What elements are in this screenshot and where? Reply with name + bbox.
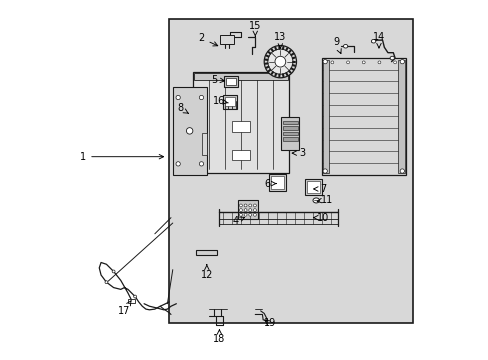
Ellipse shape [199,162,203,166]
Bar [321,58,405,175]
Bar [225,78,235,85]
Bar [283,126,297,130]
Ellipse shape [323,169,326,173]
Bar [283,137,297,140]
Bar [305,179,322,195]
Text: 10: 10 [313,213,329,222]
Text: 3: 3 [291,148,305,158]
Ellipse shape [253,204,256,207]
Ellipse shape [186,128,192,134]
Text: 17: 17 [118,301,131,316]
Bar [169,19,412,323]
Ellipse shape [248,213,251,216]
Ellipse shape [377,61,380,64]
Ellipse shape [330,61,333,64]
Text: 11: 11 [317,195,332,205]
Ellipse shape [239,209,242,212]
Ellipse shape [133,295,136,298]
Ellipse shape [244,213,246,216]
Bar [224,97,235,106]
Ellipse shape [343,44,347,48]
Text: 12: 12 [200,265,213,280]
Ellipse shape [239,213,242,216]
Bar [398,60,404,173]
Ellipse shape [105,281,108,284]
Ellipse shape [248,209,251,212]
Text: 6: 6 [264,179,276,189]
Bar [223,95,237,109]
Bar [220,35,234,44]
Bar [283,132,297,135]
Bar [196,250,217,255]
Bar [231,121,249,132]
Ellipse shape [264,45,296,78]
Ellipse shape [267,49,292,74]
Ellipse shape [323,59,326,64]
Bar [194,73,287,80]
Ellipse shape [199,95,203,100]
Ellipse shape [346,61,349,64]
Bar [270,176,284,189]
Ellipse shape [399,59,404,64]
Ellipse shape [244,204,246,207]
Text: 4: 4 [232,216,244,226]
Ellipse shape [274,56,285,67]
Bar [172,87,206,175]
Bar [201,134,206,155]
Bar [192,72,289,173]
Text: 14: 14 [372,32,385,48]
Text: 7: 7 [313,184,326,194]
Ellipse shape [248,204,251,207]
Text: 18: 18 [213,330,225,343]
Ellipse shape [239,204,242,207]
Ellipse shape [399,169,404,173]
Ellipse shape [244,209,246,212]
Bar [224,76,237,87]
Ellipse shape [176,95,180,100]
Bar [322,60,328,173]
Ellipse shape [312,198,319,203]
Ellipse shape [176,162,180,166]
Bar [268,174,286,191]
Text: 1: 1 [80,152,163,162]
Text: 9: 9 [332,37,341,54]
Text: 5: 5 [210,75,224,85]
Bar [283,121,297,125]
Text: 13: 13 [274,32,286,48]
Bar [238,199,258,219]
Bar [306,181,320,193]
Text: 16: 16 [213,96,228,106]
Bar [281,117,298,149]
Ellipse shape [393,61,396,64]
Ellipse shape [253,213,256,216]
Ellipse shape [362,61,365,64]
Bar [231,149,249,160]
Ellipse shape [112,270,115,273]
Ellipse shape [253,209,256,212]
Bar [128,299,135,303]
Text: 8: 8 [177,103,188,113]
Text: 2: 2 [198,33,217,46]
Ellipse shape [371,40,375,43]
Text: 15: 15 [248,21,261,36]
Text: 19: 19 [263,319,275,328]
Ellipse shape [389,56,394,60]
